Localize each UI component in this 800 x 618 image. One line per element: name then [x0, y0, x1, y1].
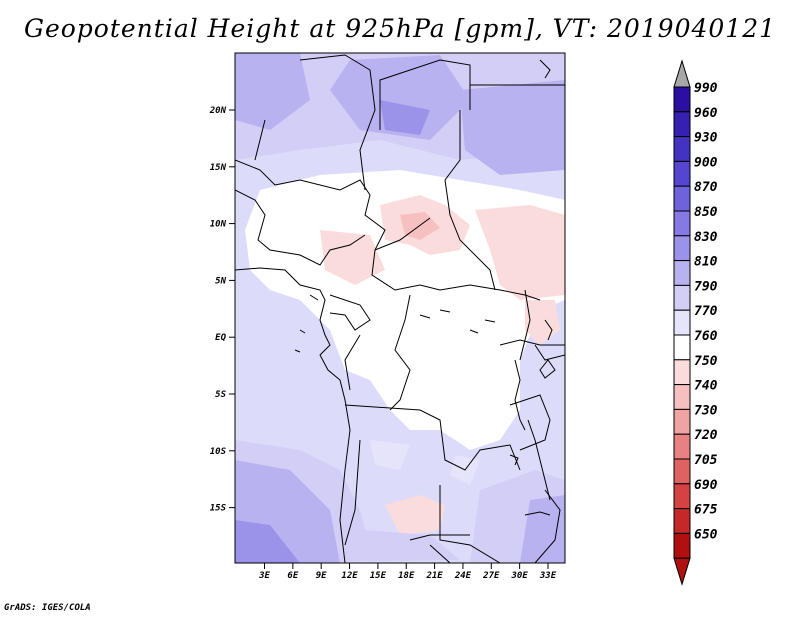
colorbar-swatch	[673, 483, 691, 510]
colorbar-level-label: 930	[694, 131, 718, 146]
lon-label: 9E	[316, 571, 327, 581]
colorbar-level-label: 830	[694, 230, 718, 245]
grads-credit: GrADS: IGES/COLA	[4, 603, 91, 613]
colorbar-level-label: 990	[694, 81, 718, 96]
colorbar-swatch	[673, 334, 691, 361]
colorbar-level-label: 730	[694, 403, 718, 418]
lat-label: EQ	[215, 333, 226, 343]
colorbar-swatch	[673, 235, 691, 262]
colorbar-swatch	[673, 309, 691, 336]
map-frame	[234, 52, 566, 564]
chart-title: Geopotential Height at 925hPa [gpm], VT:…	[23, 14, 777, 43]
colorbar-level-label: 900	[694, 155, 718, 170]
colorbar-swatch	[673, 284, 691, 311]
colorbar-level-label: 790	[694, 279, 718, 294]
colorbar-level-label: 740	[694, 379, 718, 394]
colorbar-swatch	[673, 433, 691, 460]
colorbar-swatch	[673, 136, 691, 162]
lat-label: 10N	[210, 220, 227, 230]
colorbar-under-arrow	[673, 557, 691, 586]
lat-label: 5N	[215, 276, 226, 286]
colorbar-level-label: 870	[694, 180, 718, 195]
lon-label: 15E	[370, 571, 387, 581]
longitude-axis: 3E 6E 9E 12E 15E 18E 21E 24E 27E 30E 33E	[258, 563, 557, 581]
lon-label: 12E	[341, 571, 358, 581]
lon-label: 27E	[482, 571, 500, 581]
colorbar-swatch	[673, 185, 691, 212]
lon-label: 18E	[398, 571, 415, 581]
lat-label: 15S	[210, 504, 227, 514]
lon-label: 24E	[454, 571, 472, 581]
country-borders	[235, 54, 565, 563]
colorbar-swatch	[673, 408, 691, 435]
lon-label: 21E	[425, 571, 443, 581]
colorbar-level-label: 650	[694, 527, 718, 542]
colorbar-swatch	[673, 160, 691, 187]
colorbar-level-label: 705	[694, 453, 718, 468]
colorbar-swatch	[673, 111, 691, 138]
latitude-axis: 20N 15N 10N 5N EQ 5S 10S 15S	[209, 106, 235, 514]
lat-label: 15N	[210, 163, 227, 173]
colorbar-level-label: 850	[694, 205, 718, 220]
colorbar-over-arrow	[673, 59, 691, 88]
lon-label: 6E	[287, 571, 298, 581]
colorbar-swatch	[673, 458, 691, 485]
lat-label: 10S	[210, 447, 227, 457]
lon-label: 33E	[539, 571, 557, 581]
colorbar-swatch	[673, 359, 691, 386]
lat-label: 20N	[209, 106, 227, 116]
colorbar-level-label: 960	[694, 106, 718, 121]
colorbar: 990 960 930 900 870 850 830 810 790 770 760 750 740 7…	[673, 59, 718, 586]
colorbar-swatch	[673, 384, 691, 410]
colorbar-swatch	[673, 508, 691, 534]
height-field	[235, 53, 565, 563]
colorbar-level-label: 675	[694, 503, 718, 518]
colorbar-level-label: 750	[694, 354, 718, 369]
lon-label: 30E	[511, 571, 529, 581]
colorbar-swatch	[673, 210, 691, 237]
lat-label: 5S	[215, 390, 226, 400]
colorbar-swatch	[673, 260, 691, 286]
colorbar-level-label: 770	[694, 304, 718, 319]
colorbar-swatch	[673, 532, 691, 559]
colorbar-swatch	[673, 86, 691, 113]
lon-label: 3E	[258, 571, 270, 581]
colorbar-level-label: 720	[694, 428, 718, 443]
colorbar-level-label: 760	[694, 329, 718, 344]
colorbar-level-label: 810	[694, 255, 718, 270]
colorbar-level-label: 690	[694, 478, 718, 493]
